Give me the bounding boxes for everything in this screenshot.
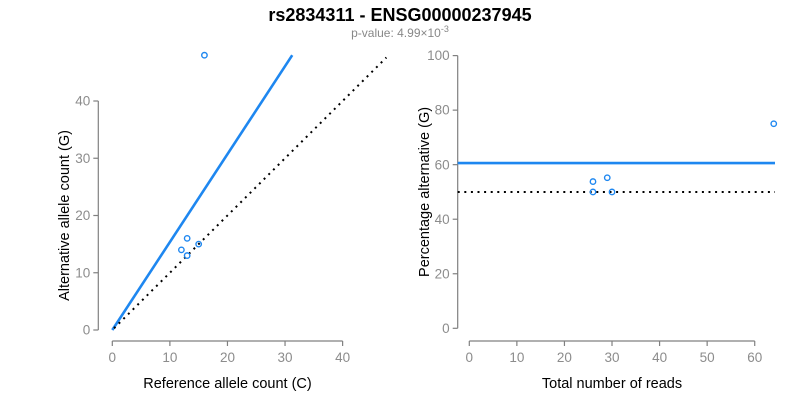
data-point	[183, 252, 191, 259]
x-tick-label: 20	[220, 350, 235, 365]
x-tick-label: 50	[700, 350, 715, 365]
x-tick-label: 10	[509, 350, 524, 365]
y-tick-label: 80	[435, 103, 450, 118]
x-tick-label: 60	[747, 350, 762, 365]
x-tick-label: 0	[109, 350, 117, 365]
y-tick-label: 40	[75, 94, 90, 109]
data-point	[183, 234, 191, 242]
page-title: rs2834311 - ENSG00000237945	[268, 5, 532, 25]
fit-line	[111, 54, 294, 331]
data-point	[603, 174, 611, 182]
y-tick-label: 0	[442, 321, 450, 336]
p-value-text: p-value: 4.99×10	[351, 26, 441, 40]
y-tick-label: 30	[75, 151, 90, 166]
y-tick-label: 20	[435, 266, 450, 281]
y-tick-label: 0	[83, 323, 91, 338]
data-point	[201, 51, 208, 59]
x-tick-label: 30	[278, 350, 293, 365]
percentage-scatter: 0 20 40 60 80 100 0 10 20 30 40 50 60 Total number of…	[417, 48, 778, 392]
p-value-exponent: -3	[440, 24, 449, 34]
x-tick-label: 10	[162, 350, 177, 365]
x-tick-label: 20	[557, 350, 572, 365]
x-tick-label: 40	[652, 350, 667, 365]
data-point	[589, 188, 597, 196]
x-tick-label: 40	[335, 350, 350, 365]
y-tick-label: 60	[435, 157, 450, 172]
x-axis-title: Reference allele count (C)	[143, 376, 311, 392]
data-point	[177, 246, 185, 254]
data-point	[195, 240, 203, 248]
x-tick-label: 0	[466, 350, 474, 365]
p-value-subtitle: p-value: 4.99×10-3	[0, 24, 800, 40]
y-tick-label: 40	[435, 212, 450, 227]
data-point	[608, 188, 616, 196]
data-point	[589, 178, 597, 185]
y-tick-label: 20	[75, 208, 90, 223]
x-axis-title: Total number of reads	[542, 376, 682, 392]
x-tick-label: 30	[604, 350, 619, 365]
y-tick-label: 10	[75, 265, 90, 280]
y-axis-title: Alternative allele count (G)	[57, 130, 73, 301]
identity-line	[113, 56, 388, 329]
allele-count-scatter: 0 10 20 30 40 0 10 20 30 40 Reference allele count…	[57, 51, 388, 392]
y-tick-label: 100	[427, 48, 450, 63]
data-point	[770, 120, 778, 128]
y-axis-title: Percentage alternative (G)	[417, 107, 433, 277]
